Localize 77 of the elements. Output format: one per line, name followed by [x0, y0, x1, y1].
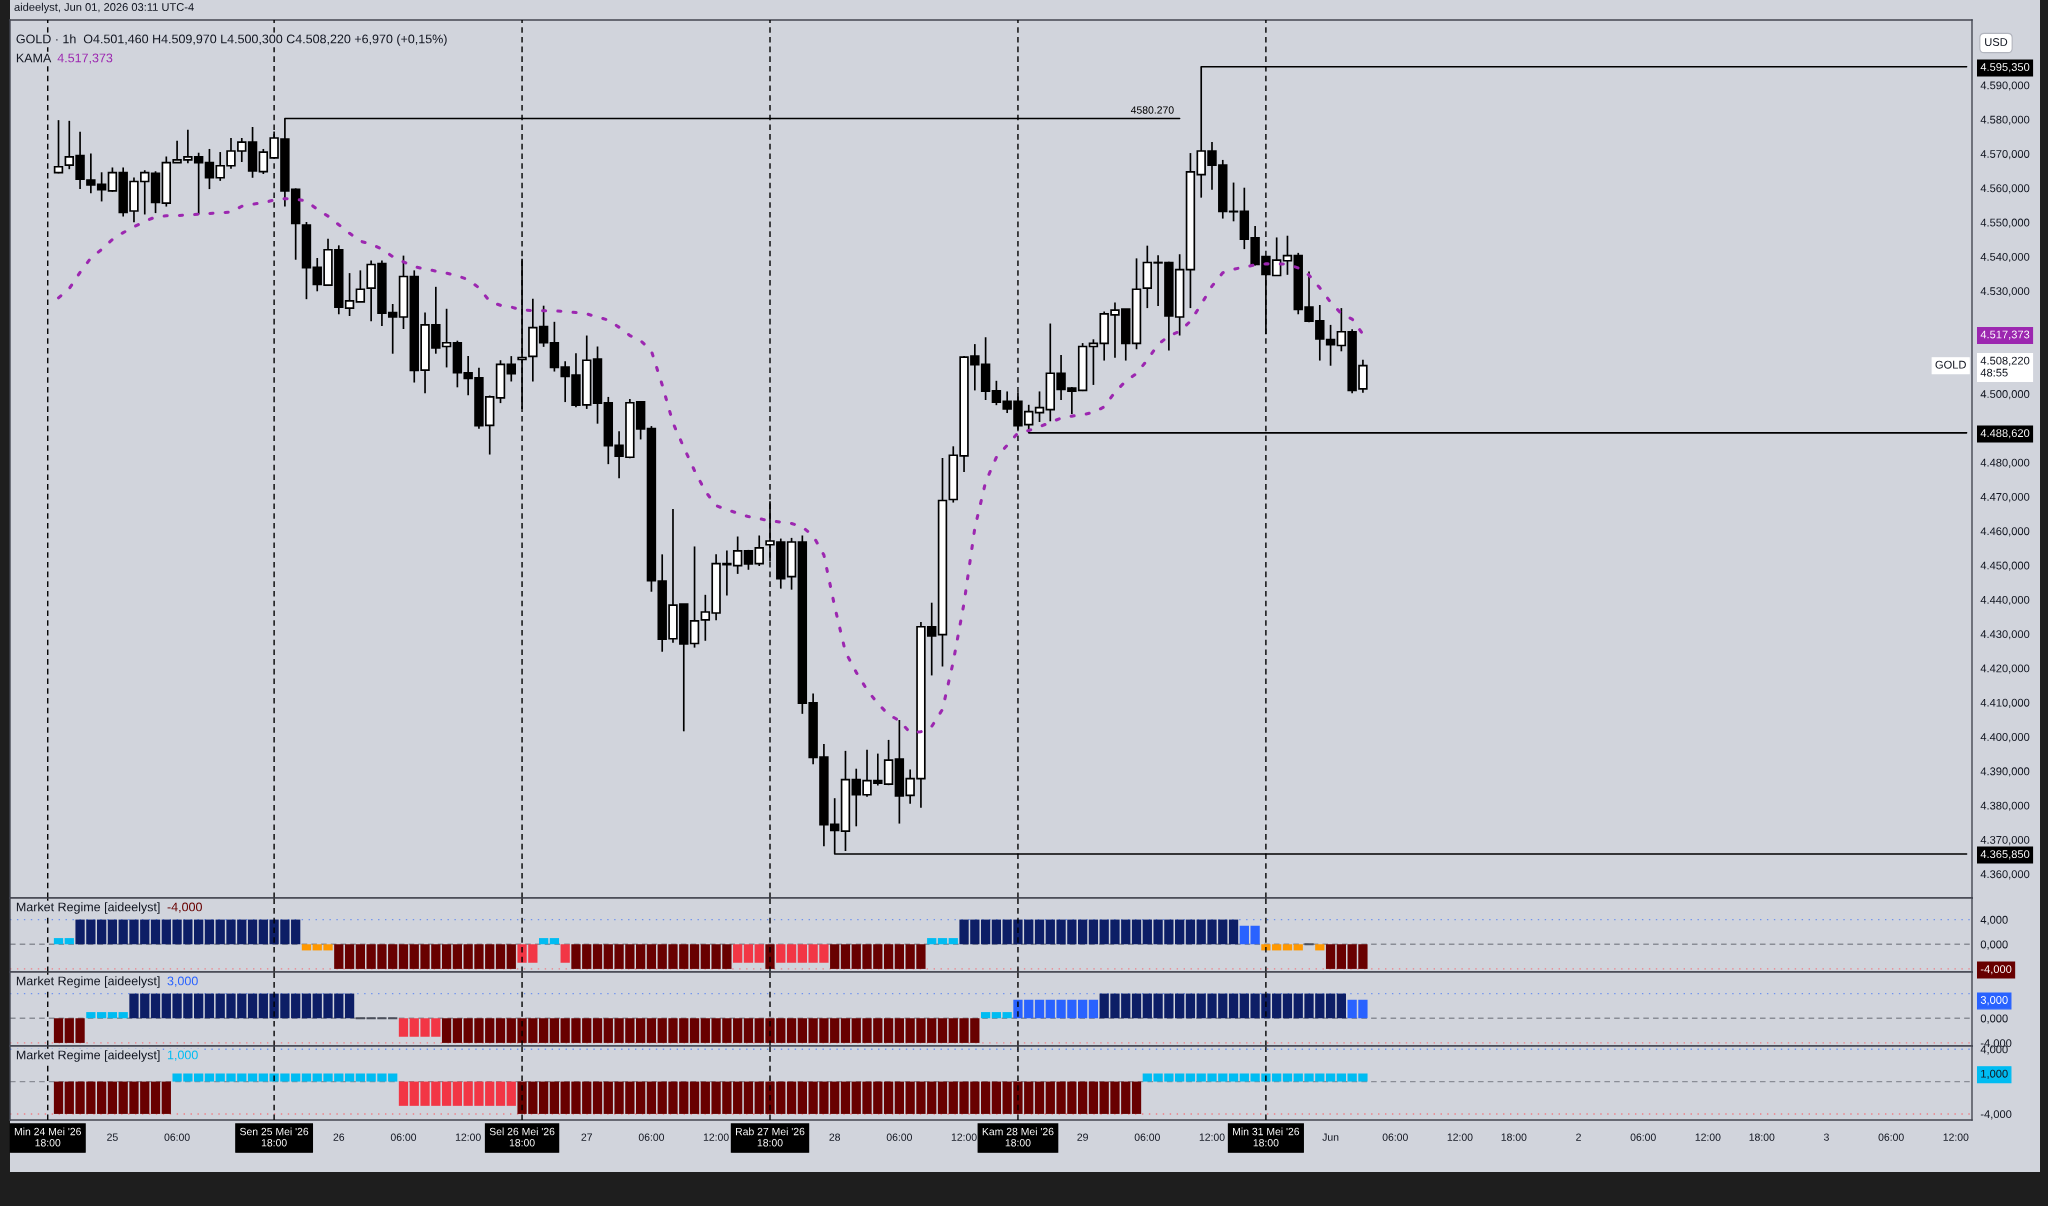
x-tick-label: 26	[333, 1133, 345, 1141]
y-tick-label: 4.390,000	[1980, 767, 2030, 777]
x-tick-label: 06:00	[164, 1133, 190, 1141]
x-tick-label: 12:00	[455, 1133, 481, 1141]
x-tick-label: 12:00	[951, 1133, 977, 1141]
x-tick-label: 2	[1576, 1133, 1581, 1141]
chart-title: Market Regime [aideelyst]	[16, 976, 160, 988]
y-tick-label: 0,000	[1980, 1014, 2008, 1024]
annotation: -4,000	[167, 902, 202, 913]
x-tick-label: 06:00	[1382, 1133, 1408, 1141]
x-tick-label: 29	[1077, 1133, 1088, 1141]
chart-title: aideelyst, Jun 01, 2026 03:11 UTC-4	[14, 2, 194, 14]
y-tick-label: 4.430,000	[1980, 630, 2030, 640]
x-tick-label: 12:00	[1695, 1133, 1721, 1141]
y-tick-label: 4.370,000	[1980, 835, 2030, 846]
annotation: 1,000	[167, 1050, 198, 1061]
y-tick-label: 1,000	[1981, 1069, 2008, 1079]
y-tick-label: 4.500,000	[1980, 390, 2030, 400]
x-tick-label: 12:00	[1199, 1133, 1225, 1141]
y-tick-label: 3,000	[1980, 996, 2008, 1006]
y-tick-label: 4,000	[1980, 915, 2008, 926]
data-label: 4580.270	[1130, 106, 1174, 114]
y-tick-label: 4.480,000	[1980, 458, 2030, 468]
y-tick-label: 4.410,000	[1980, 698, 2030, 708]
y-tick-label: 4.460,000	[1980, 527, 2030, 537]
y-tick-label: 4.517,373	[1980, 330, 2030, 340]
x-tick-label: 18:00	[1749, 1133, 1775, 1141]
y-tick-label: 4.595,350	[1980, 63, 2030, 73]
y-tick-label: 4.420,000	[1980, 664, 2030, 674]
y-tick-label: 4.450,000	[1980, 561, 2030, 571]
x-tick-label: Min 31 Mei '26 18:00	[1233, 1127, 1300, 1147]
y-tick-label: 4.530,000	[1980, 287, 2030, 297]
y-tick-label: 4.590,000	[1980, 81, 2030, 91]
x-tick-label: Sen 25 Mei '26 18:00	[240, 1127, 309, 1147]
annotation: GOLD	[1935, 360, 1966, 369]
y-tick-label: 0,000	[1980, 940, 2008, 950]
chart-title: Market Regime [aideelyst]	[16, 1050, 160, 1062]
y-tick-label: 4.365,850	[1980, 850, 2030, 860]
y-tick-label: 4.560,000	[1980, 184, 2030, 194]
x-tick-label: 18:00	[1501, 1133, 1527, 1141]
y-tick-label: 4.360,000	[1980, 870, 2030, 880]
x-tick-label: 12:00	[703, 1133, 729, 1141]
y-tick-label: 4.488,620	[1980, 429, 2030, 439]
y-tick-label: 4.440,000	[1980, 595, 2030, 606]
y-axis-title: USD	[1985, 38, 2008, 46]
chart-title: Market Regime [aideelyst]	[16, 902, 160, 914]
y-tick-label: 4.380,000	[1980, 801, 2030, 811]
y-tick-label: 4.580,000	[1980, 115, 2030, 125]
x-tick-label: 06:00	[390, 1133, 417, 1141]
x-tick-label: 06:00	[886, 1133, 912, 1141]
y-tick-label: -4,000	[1980, 965, 2012, 975]
y-tick-label: 4.550,000	[1980, 218, 2030, 228]
y-tick-label: 4.540,000	[1980, 252, 2030, 263]
y-tick-label: 4.570,000	[1980, 150, 2030, 160]
annotation: 3,000	[167, 976, 198, 987]
x-tick-label: 06:00	[1878, 1133, 1904, 1141]
y-tick-label: -4,000	[1980, 1110, 2012, 1120]
x-tick-label: Kam 28 Mei '26 18:00	[982, 1127, 1054, 1147]
x-tick-label: 28	[829, 1133, 841, 1141]
x-tick-label: 06:00	[638, 1133, 665, 1141]
y-tick-label: 4.508,220 48:55	[1980, 356, 2030, 377]
x-tick-label: Min 24 Mei '26 18:00	[14, 1127, 81, 1147]
text: KAMA	[16, 53, 52, 63]
x-tick-label: 06:00	[1134, 1133, 1160, 1141]
y-tick-label: 4.470,000	[1980, 492, 2030, 503]
x-tick-label: 12:00	[1943, 1133, 1969, 1141]
x-tick-label: Jun	[1322, 1133, 1339, 1141]
x-tick-label: 25	[107, 1133, 118, 1141]
y-tick-label: 4.400,000	[1980, 733, 2030, 743]
x-tick-label: Sel 26 Mei '26 18:00	[489, 1127, 555, 1147]
text: GOLD · 1h O4.501,460 H4.509,970 L4.500,300 C4.508,220 +6,970 (+0,15%)	[16, 34, 447, 46]
annotation: 4.517,373	[57, 53, 113, 64]
x-tick-label: 27	[581, 1133, 593, 1141]
x-tick-label: 06:00	[1630, 1133, 1656, 1141]
x-tick-label: 3	[1823, 1133, 1829, 1141]
x-tick-label: 12:00	[1447, 1133, 1473, 1141]
x-tick-label: Rab 27 Mei '26 18:00	[735, 1127, 805, 1147]
